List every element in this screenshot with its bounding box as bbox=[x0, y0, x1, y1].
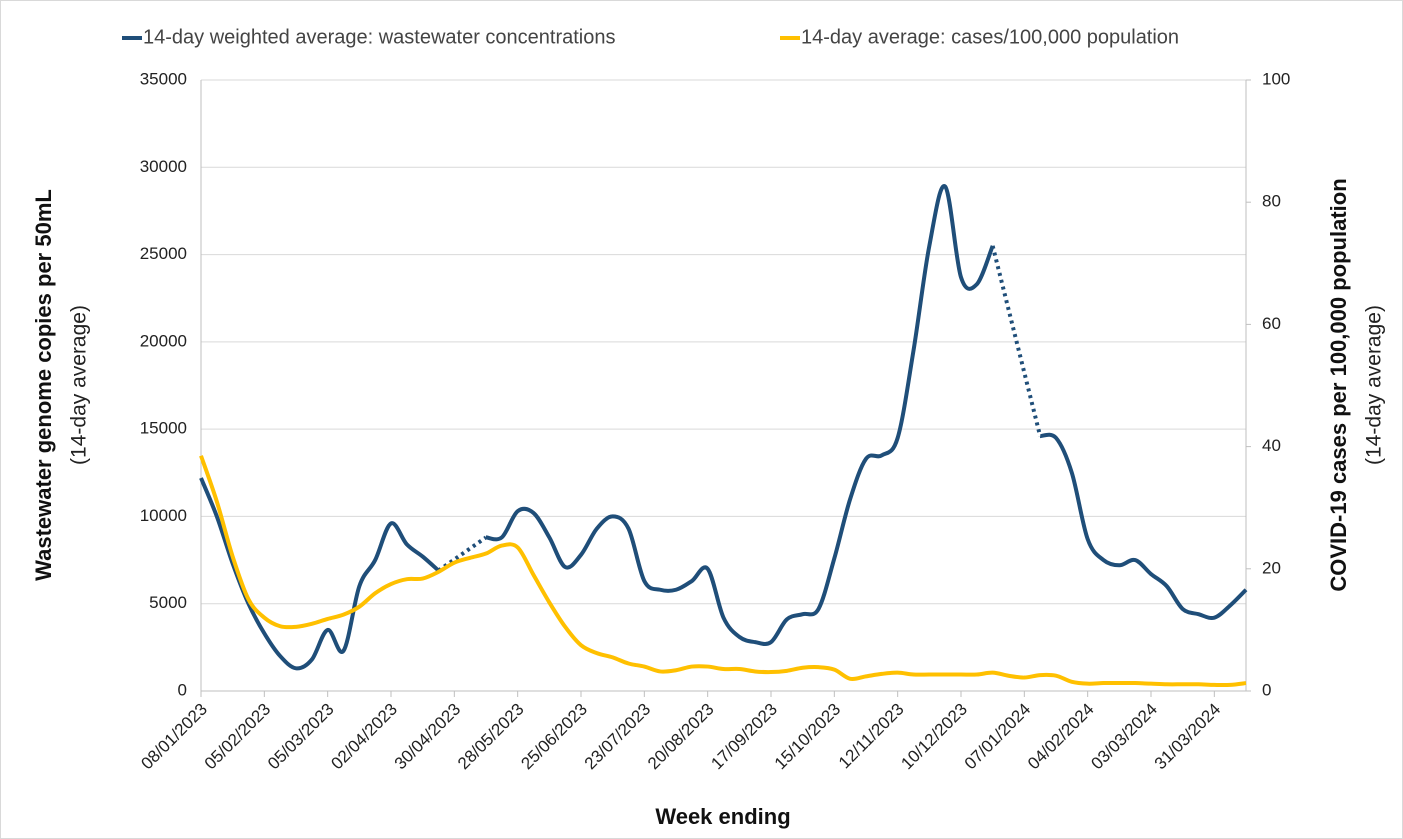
y2-tick-label: 80 bbox=[1262, 192, 1281, 211]
y-tick-label: 15000 bbox=[140, 419, 187, 438]
y2-tick-label: 60 bbox=[1262, 314, 1281, 333]
legend-label: 14-day average: cases/100,000 population bbox=[801, 26, 1179, 48]
y-tick-label: 0 bbox=[178, 680, 187, 699]
y-tick-label: 20000 bbox=[140, 331, 187, 350]
x-axis-title: Week ending bbox=[655, 804, 790, 829]
y-axis-title: Wastewater genome copies per 50mL bbox=[31, 189, 56, 581]
series-line bbox=[199, 455, 1247, 688]
y-tick-label: 5000 bbox=[149, 593, 187, 612]
y2-tick-label: 20 bbox=[1262, 558, 1281, 577]
y2-tick-label: 100 bbox=[1262, 69, 1290, 88]
y2-tick-label: 40 bbox=[1262, 436, 1281, 455]
y-tick-label: 35000 bbox=[140, 69, 187, 88]
y-tick-label: 25000 bbox=[140, 244, 187, 263]
y2-axis-title: COVID-19 cases per 100,000 population bbox=[1326, 178, 1351, 591]
gap-connector bbox=[990, 245, 1043, 437]
y-axis-subtitle: (14-day average) bbox=[68, 305, 91, 465]
series-line bbox=[485, 184, 995, 647]
y2-axis-subtitle: (14-day average) bbox=[1363, 305, 1386, 465]
y2-tick-label: 0 bbox=[1262, 680, 1271, 699]
legend-label: 14-day weighted average: wastewater conc… bbox=[143, 26, 616, 48]
series-line bbox=[1039, 432, 1248, 621]
y-tick-label: 10000 bbox=[140, 506, 187, 525]
y-tick-label: 30000 bbox=[140, 157, 187, 176]
